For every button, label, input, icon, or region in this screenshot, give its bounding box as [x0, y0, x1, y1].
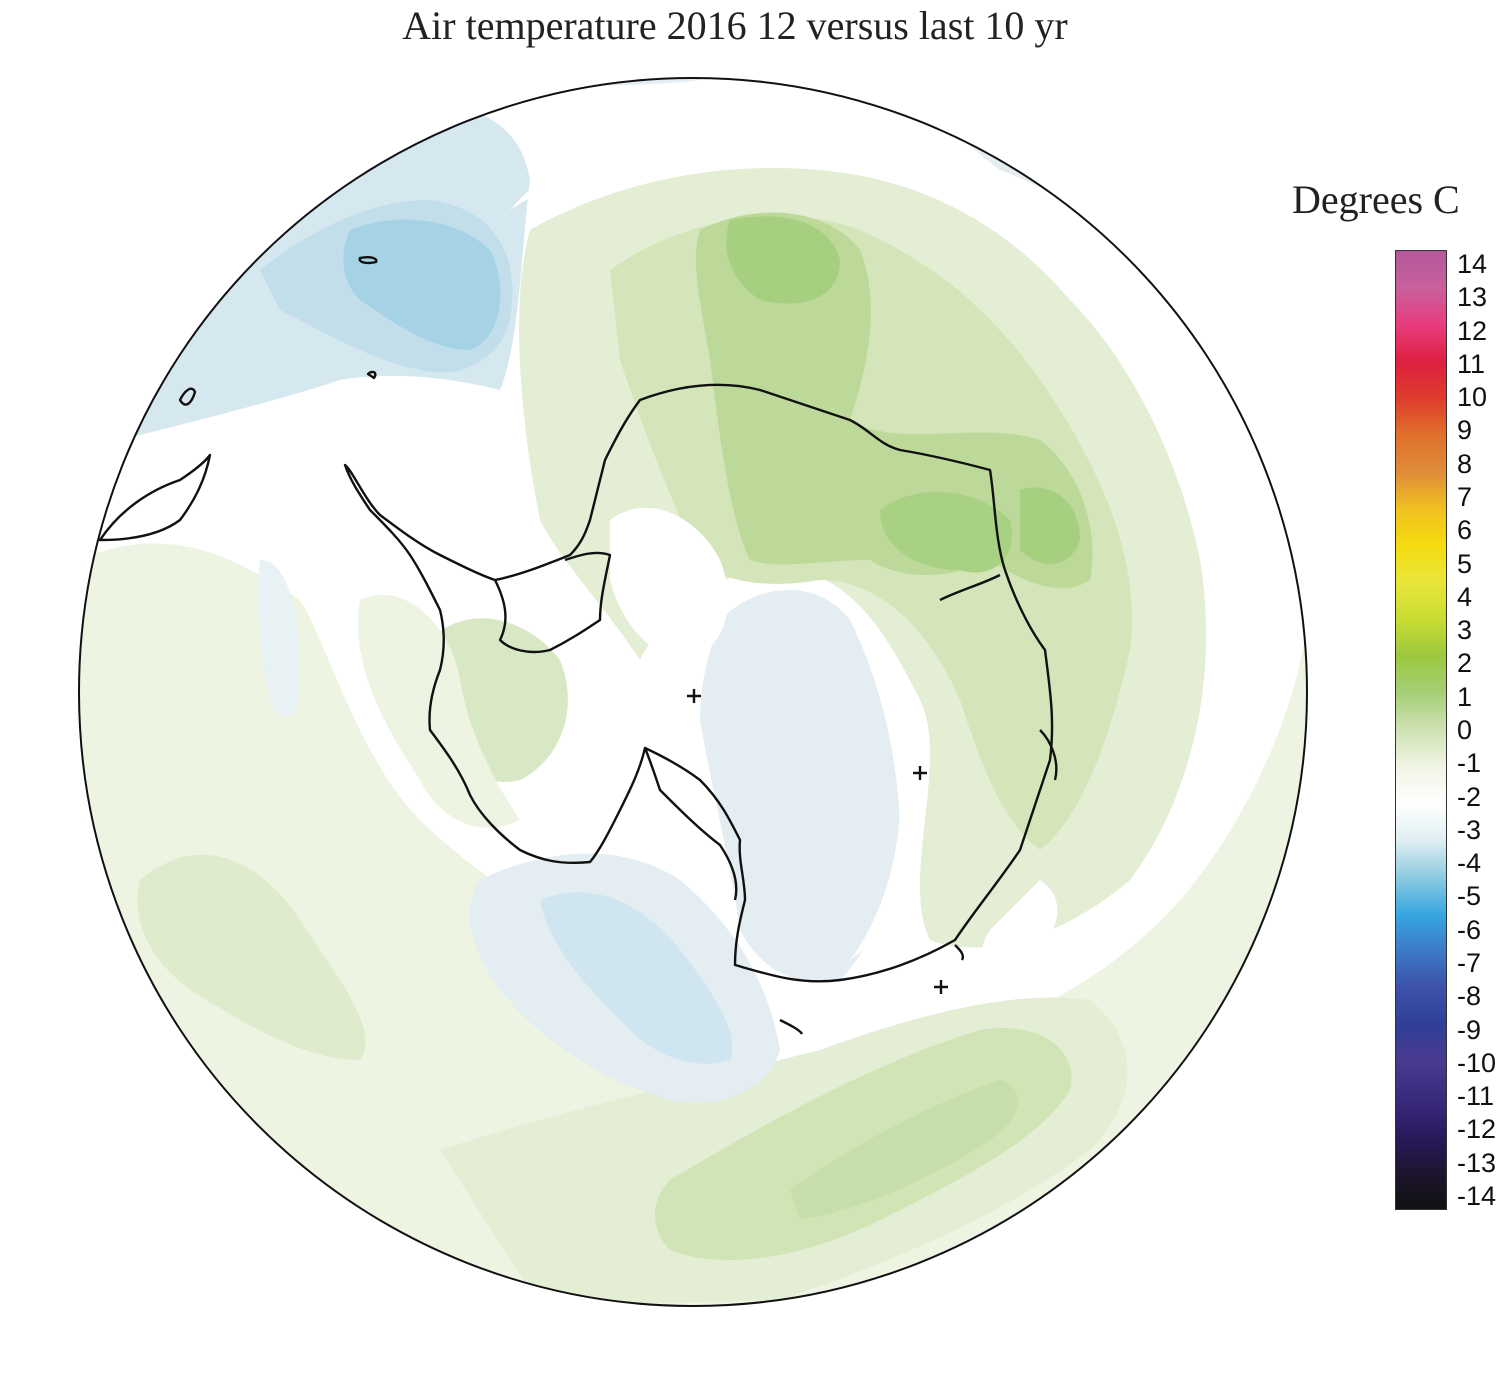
- colorbar-tick-label: 11: [1457, 348, 1486, 379]
- colorbar-tick-label: -10: [1457, 1047, 1497, 1078]
- colorbar-tick-label: 4: [1457, 581, 1473, 612]
- colorbar-tick-label: -8: [1457, 981, 1482, 1012]
- colorbar-tick-label: 13: [1457, 282, 1488, 313]
- colorbar-tick-label: -14: [1457, 1181, 1497, 1211]
- map-boundary-circle: [78, 77, 1308, 1307]
- colorbar-tick-label: -11: [1457, 1081, 1495, 1112]
- plus-marker-south: [934, 980, 948, 994]
- colorbar-tick-label: 7: [1457, 482, 1473, 512]
- colorbar-tick-label: -1: [1457, 748, 1482, 779]
- colorbar-tick-label: 10: [1457, 382, 1488, 413]
- colorbar-tick-label: 1: [1457, 681, 1473, 712]
- colorbar-tick-label: -6: [1457, 914, 1482, 945]
- colorbar-tick-label: 12: [1457, 315, 1488, 346]
- colorbar-tick-label: 8: [1457, 448, 1473, 479]
- colorbar-tick-label: -13: [1457, 1147, 1497, 1178]
- anomaly-fill-neutral: [510, 118, 1058, 969]
- colorbar-tick-label: -12: [1457, 1114, 1497, 1145]
- colorbar-ticks: 14 13 12 11 10 9 8 7 6 5 4 3 2 1 0 -1 -2 -3 -4 -5 -6 -7 -8 -9 -1…: [1457, 249, 1500, 1211]
- colorbar-tick-label: -9: [1457, 1014, 1482, 1045]
- colorbar-tick-label: 6: [1457, 515, 1473, 546]
- colorbar-tick-label: 3: [1457, 615, 1473, 646]
- colorbar-tick-label: 9: [1457, 415, 1473, 446]
- colorbar-tick-label: 2: [1457, 648, 1473, 679]
- plus-marker-pole: [687, 689, 701, 703]
- map-title: Air temperature 2016 12 versus last 10 y…: [402, 3, 1068, 48]
- colorbar-tick-label: -4: [1457, 848, 1482, 879]
- colorbar-tick-label: 14: [1457, 249, 1488, 279]
- colorbar-tick-label: 0: [1457, 715, 1473, 745]
- colorbar-tick-label: -2: [1457, 781, 1482, 812]
- colorbar-tick-label: -5: [1457, 881, 1482, 912]
- grid-markers: [687, 689, 948, 994]
- colorbar-tick-label: -3: [1457, 814, 1482, 845]
- colorbar-tick-label: 5: [1457, 548, 1473, 579]
- legend-title: Degrees C: [1292, 177, 1460, 222]
- colorbar-tick-label: -7: [1457, 948, 1482, 978]
- colorbar: [1395, 250, 1447, 1210]
- coastline: [98, 256, 1058, 1035]
- plus-marker-east: [913, 766, 927, 780]
